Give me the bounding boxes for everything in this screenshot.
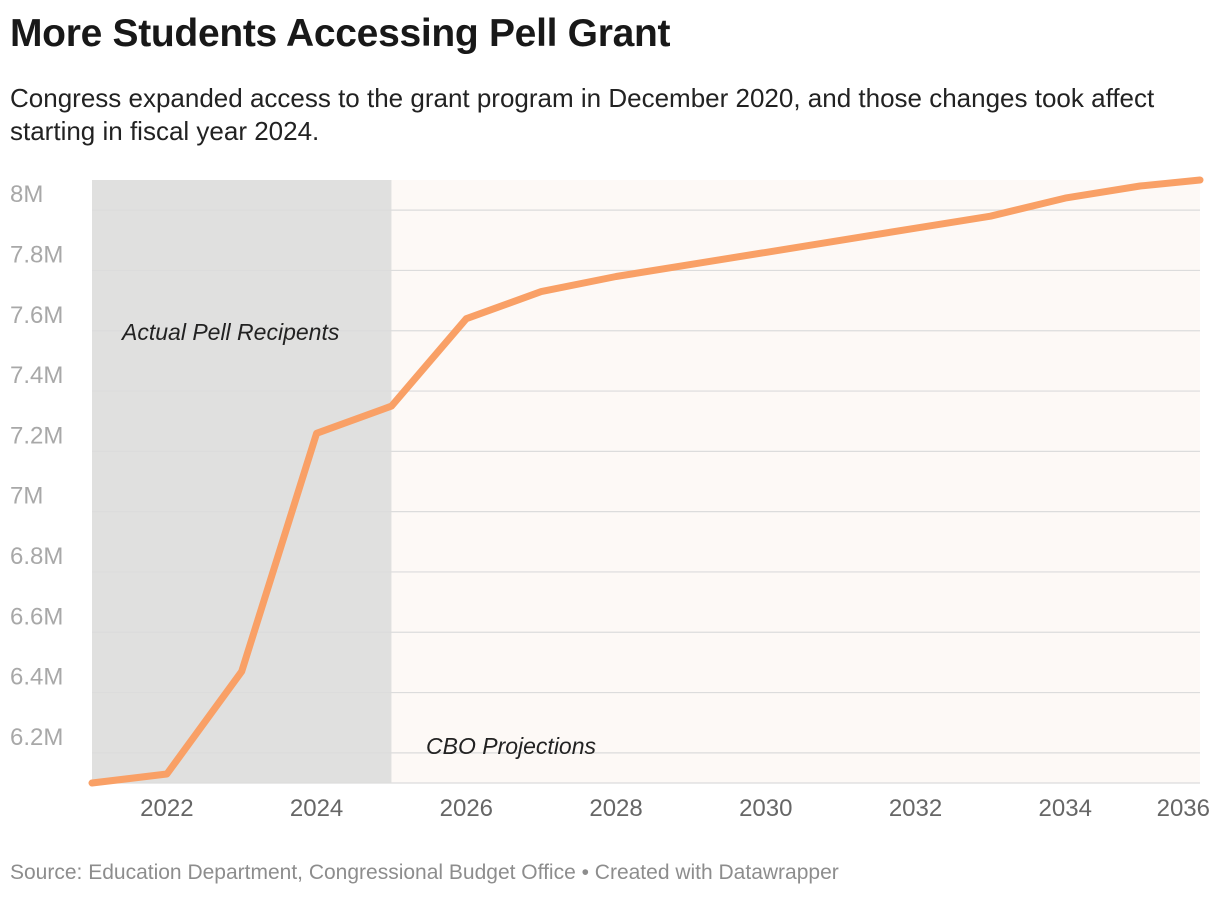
projection-region xyxy=(391,180,1200,783)
y-tick-label: 7.8M xyxy=(10,241,63,268)
y-tick-label: 6.6M xyxy=(10,603,63,630)
x-tick-label: 2026 xyxy=(440,795,493,822)
annotation-projections: CBO Projections xyxy=(426,733,597,759)
gridlines xyxy=(92,209,1200,784)
shaded-regions xyxy=(92,180,1200,783)
y-tick-label: 7.6M xyxy=(10,302,63,329)
series-group xyxy=(88,176,1204,787)
x-tick-label: 2036 xyxy=(1157,795,1210,822)
y-tick-label: 8M xyxy=(10,181,43,208)
pell-recipients-line xyxy=(88,176,1204,787)
y-tick-label: 7.2M xyxy=(10,422,63,449)
x-tick-label: 2022 xyxy=(140,795,193,822)
x-tick-label: 2028 xyxy=(589,795,642,822)
annotation-actual: Actual Pell Recipents xyxy=(120,319,340,345)
x-tick-label: 2024 xyxy=(290,795,343,822)
y-tick-label: 6.8M xyxy=(10,543,63,570)
y-tick-label: 6.2M xyxy=(10,724,63,751)
actual-region xyxy=(92,180,392,783)
source-note: Source: Education Department, Congressio… xyxy=(10,861,839,884)
x-tick-label: 2030 xyxy=(739,795,792,822)
x-tick-label: 2034 xyxy=(1039,795,1092,822)
chart-title: More Students Accessing Pell Grant xyxy=(10,12,671,55)
y-tick-label: 7M xyxy=(10,483,43,510)
y-axis: 6.2M 6.4M 6.6M 6.8M 7M 7.2M 7.4M 7.6M 7.8M 8M xyxy=(10,181,63,751)
annotations: Actual Pell Recipents CBO Projections xyxy=(120,319,597,759)
x-axis: 2022 2024 2026 2028 2030 2032 2034 2036 xyxy=(140,795,1210,822)
y-tick-label: 6.4M xyxy=(10,664,63,691)
chart-subtitle: Congress expanded access to the grant pr… xyxy=(10,83,1155,146)
y-tick-label: 7.4M xyxy=(10,362,63,389)
x-tick-label: 2032 xyxy=(889,795,942,822)
